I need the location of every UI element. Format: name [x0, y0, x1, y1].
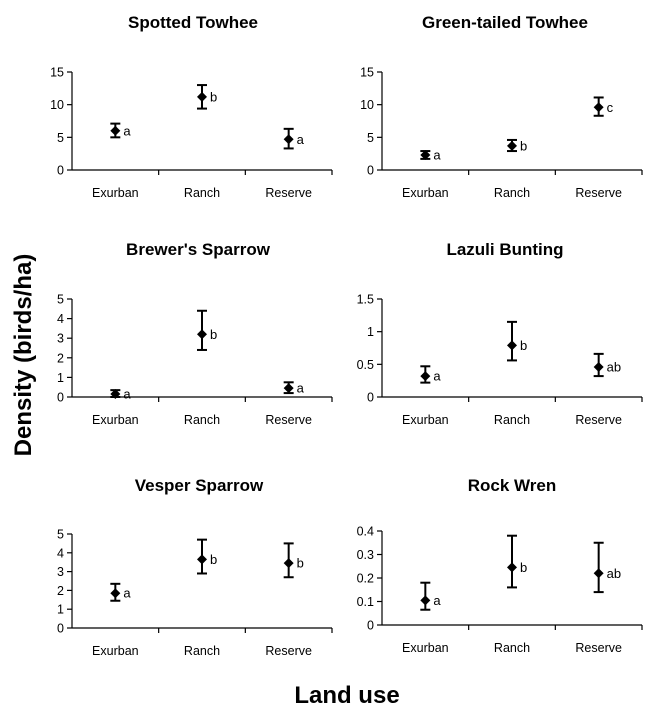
significance-label: b	[297, 556, 304, 571]
x-tick-label: Reserve	[575, 641, 622, 655]
x-tick-label: Exurban	[92, 644, 139, 658]
significance-label: b	[210, 89, 217, 104]
data-point	[420, 595, 431, 606]
data-point	[593, 361, 604, 372]
y-tick-label: 0.4	[357, 525, 374, 539]
y-tick-label: 0.1	[357, 595, 374, 609]
significance-label: c	[607, 100, 614, 115]
significance-label: a	[123, 123, 131, 138]
panel-title: Lazuli Bunting	[446, 240, 563, 259]
panel-title: Vesper Sparrow	[135, 476, 264, 495]
significance-label: b	[520, 560, 527, 575]
y-tick-label: 1	[367, 325, 374, 339]
data-point	[283, 558, 294, 569]
x-tick-label: Exurban	[402, 413, 449, 427]
y-tick-label: 15	[50, 66, 64, 80]
y-tick-label: 10	[50, 98, 64, 112]
data-point	[593, 102, 604, 113]
data-point	[507, 562, 517, 573]
significance-label: ab	[607, 359, 621, 374]
y-tick-label: 5	[57, 131, 64, 145]
y-tick-label: 10	[360, 98, 374, 112]
chart-panel: Green-tailed Towhee 0 5 10 15 Exurban Ranch Res…	[360, 13, 643, 200]
panel-title: Brewer's Sparrow	[126, 240, 271, 259]
x-tick-label: Reserve	[265, 644, 312, 658]
y-tick-label: 4	[57, 546, 64, 560]
x-tick-label: Reserve	[575, 186, 622, 200]
significance-label: ab	[607, 566, 621, 581]
data-point	[507, 140, 517, 151]
x-tick-label: Exurban	[92, 186, 139, 200]
y-tick-label: 0	[367, 391, 374, 405]
data-point	[593, 568, 604, 579]
x-tick-label: Reserve	[265, 186, 312, 200]
y-axis-label: Density (birds/ha)	[10, 254, 37, 457]
y-tick-label: 0	[57, 622, 64, 636]
x-axis-label: Land use	[294, 682, 399, 709]
data-point	[197, 554, 207, 565]
y-tick-label: 3	[57, 332, 64, 346]
panel-title: Spotted Towhee	[128, 13, 258, 32]
data-point	[197, 329, 207, 340]
x-tick-label: Exurban	[402, 186, 449, 200]
significance-label: a	[433, 147, 441, 162]
x-tick-label: Exurban	[92, 413, 139, 427]
significance-label: b	[210, 327, 217, 342]
chart-panel: Vesper Sparrow 0 1 2 3 4 5 Exurban Ranch Reserve a…	[57, 476, 333, 658]
x-tick-label: Ranch	[494, 641, 530, 655]
x-tick-label: Ranch	[494, 413, 530, 427]
x-tick-label: Ranch	[184, 413, 220, 427]
x-tick-label: Ranch	[184, 186, 220, 200]
y-tick-label: 5	[367, 131, 374, 145]
y-tick-label: 0.5	[357, 358, 374, 372]
y-tick-label: 0	[367, 164, 374, 178]
y-tick-label: 0.2	[357, 572, 374, 586]
data-point	[110, 588, 121, 599]
chart-panel: Spotted Towhee 0 5 10 15 Exurban Ranch Reserve a…	[50, 13, 333, 200]
x-tick-label: Reserve	[265, 413, 312, 427]
y-tick-label: 15	[360, 66, 374, 80]
data-point	[197, 91, 207, 102]
x-tick-label: Reserve	[575, 413, 622, 427]
y-tick-label: 2	[57, 584, 64, 598]
x-tick-label: Exurban	[402, 641, 449, 655]
data-point	[420, 149, 431, 160]
y-tick-label: 0.3	[357, 548, 374, 562]
y-tick-label: 0	[367, 619, 374, 633]
chart-panel: Rock Wren 0 0.1 0.2 0.3 0.4 Exurban Ranch Reserv…	[357, 476, 643, 655]
data-point	[110, 125, 121, 136]
significance-label: a	[433, 593, 441, 608]
significance-label: b	[520, 338, 527, 353]
data-point	[507, 340, 517, 351]
y-tick-label: 4	[57, 312, 64, 326]
significance-label: b	[210, 552, 217, 567]
data-point	[420, 371, 431, 382]
chart-panel: Lazuli Bunting 0 0.5 1 1.5 Exurban Ranch Reserv…	[357, 240, 643, 427]
y-tick-label: 1.5	[357, 293, 374, 307]
data-point	[110, 389, 121, 400]
significance-label: a	[297, 132, 305, 147]
significance-label: b	[520, 138, 527, 153]
chart-panel: Brewer's Sparrow 0 1 2 3 4 5 Exurban Ranch Reserv…	[57, 240, 333, 427]
x-tick-label: Ranch	[494, 186, 530, 200]
significance-label: a	[433, 369, 441, 384]
y-tick-label: 1	[57, 603, 64, 617]
x-tick-label: Ranch	[184, 644, 220, 658]
y-tick-label: 1	[57, 371, 64, 385]
significance-label: a	[297, 381, 305, 396]
panel-title: Green-tailed Towhee	[422, 13, 588, 32]
y-tick-label: 0	[57, 164, 64, 178]
y-tick-label: 2	[57, 351, 64, 365]
y-tick-label: 5	[57, 293, 64, 307]
panel-title: Rock Wren	[468, 476, 557, 495]
data-point	[283, 134, 294, 145]
significance-label: a	[123, 586, 131, 601]
y-tick-label: 5	[57, 528, 64, 542]
data-point	[283, 383, 294, 394]
significance-label: a	[123, 387, 131, 402]
y-tick-label: 0	[57, 391, 64, 405]
y-tick-label: 3	[57, 565, 64, 579]
